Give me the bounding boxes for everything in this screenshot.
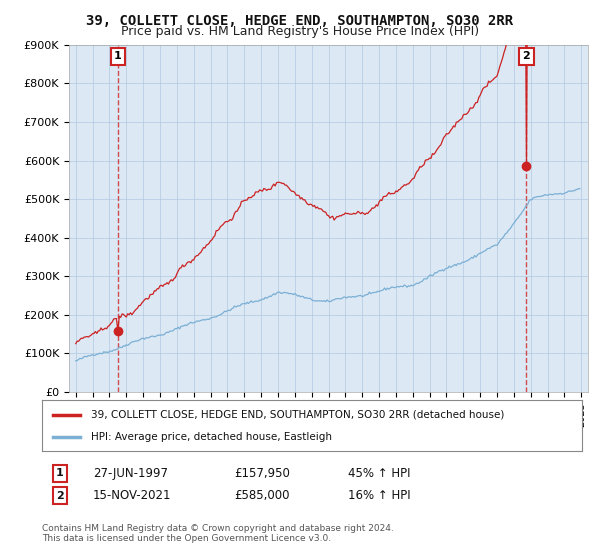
Text: 1: 1: [114, 52, 122, 62]
Text: 39, COLLETT CLOSE, HEDGE END, SOUTHAMPTON, SO30 2RR: 39, COLLETT CLOSE, HEDGE END, SOUTHAMPTO…: [86, 14, 514, 28]
Text: 39, COLLETT CLOSE, HEDGE END, SOUTHAMPTON, SO30 2RR (detached house): 39, COLLETT CLOSE, HEDGE END, SOUTHAMPTO…: [91, 409, 504, 419]
Text: £157,950: £157,950: [234, 466, 290, 480]
Text: HPI: Average price, detached house, Eastleigh: HPI: Average price, detached house, East…: [91, 432, 332, 442]
Text: Contains HM Land Registry data © Crown copyright and database right 2024.
This d: Contains HM Land Registry data © Crown c…: [42, 524, 394, 543]
Text: 15-NOV-2021: 15-NOV-2021: [93, 489, 172, 502]
Text: 2: 2: [523, 52, 530, 62]
Text: 27-JUN-1997: 27-JUN-1997: [93, 466, 168, 480]
Text: 2: 2: [56, 491, 64, 501]
Text: Price paid vs. HM Land Registry's House Price Index (HPI): Price paid vs. HM Land Registry's House …: [121, 25, 479, 38]
Text: £585,000: £585,000: [234, 489, 290, 502]
Text: 1: 1: [56, 468, 64, 478]
Text: 45% ↑ HPI: 45% ↑ HPI: [348, 466, 410, 480]
Text: 16% ↑ HPI: 16% ↑ HPI: [348, 489, 410, 502]
